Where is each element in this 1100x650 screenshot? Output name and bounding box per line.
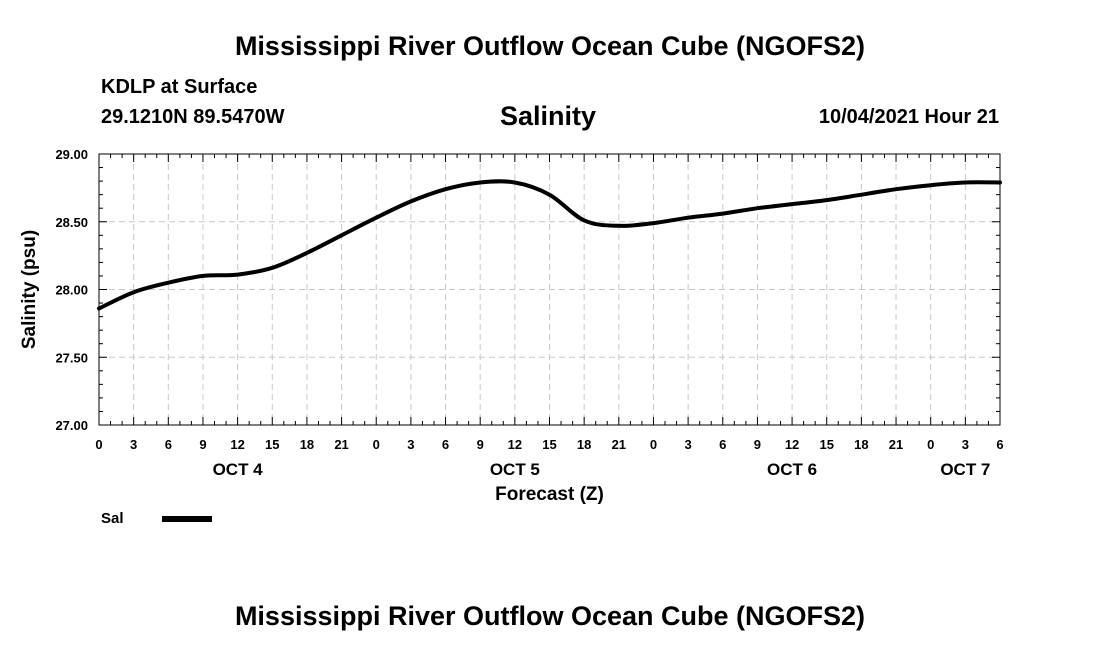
x-tick-label: 6 xyxy=(442,437,449,452)
x-tick-label: 6 xyxy=(719,437,726,452)
legend-label: Sal xyxy=(101,510,124,527)
x-tick-label: 3 xyxy=(130,437,137,452)
x-tick-label: 9 xyxy=(477,437,484,452)
datetime-label: 10/04/2021 Hour 21 xyxy=(818,106,999,128)
coordinates-label: 29.1210N 89.5470W xyxy=(101,106,285,128)
x-tick-label: 18 xyxy=(577,437,591,452)
x-tick-label: 3 xyxy=(962,437,969,452)
x-tick-label: 15 xyxy=(542,437,556,452)
x-tick-label: 6 xyxy=(165,437,172,452)
y-tick-label: 27.50 xyxy=(55,350,88,365)
station-label: KDLP at Surface xyxy=(101,76,258,98)
y-tick-label: 27.00 xyxy=(55,418,88,433)
day-label: OCT 7 xyxy=(940,460,990,479)
day-label: OCT 4 xyxy=(213,460,264,479)
x-tick-label: 0 xyxy=(95,437,102,452)
y-tick-label: 28.50 xyxy=(55,215,88,230)
x-tick-label: 18 xyxy=(854,437,868,452)
plot-frame xyxy=(98,153,1001,426)
x-tick-label: 15 xyxy=(265,437,279,452)
x-tick-label: 12 xyxy=(508,437,522,452)
x-axis-label: Forecast (Z) xyxy=(495,484,604,505)
footer-title: Mississippi River Outflow Ocean Cube (NG… xyxy=(234,601,866,631)
x-tick-label: 3 xyxy=(684,437,691,452)
x-tick-label: 21 xyxy=(889,437,903,452)
y-axis-label: Salinity (psu) xyxy=(19,230,40,349)
x-tick-label: 12 xyxy=(785,437,799,452)
y-tick-label: 29.00 xyxy=(55,147,88,162)
x-tick-label: 15 xyxy=(819,437,833,452)
x-tick-label: 12 xyxy=(230,437,244,452)
x-tick-label: 9 xyxy=(199,437,206,452)
chart-title: Salinity xyxy=(500,101,597,131)
legend-line-swatch xyxy=(162,516,212,522)
x-tick-label: 21 xyxy=(334,437,348,452)
x-tick-label: 6 xyxy=(996,437,1003,452)
x-tick-label: 3 xyxy=(407,437,414,452)
y-tick-label: 28.00 xyxy=(55,283,88,298)
day-label: OCT 5 xyxy=(490,460,540,479)
x-tick-label: 21 xyxy=(612,437,626,452)
x-tick-label: 0 xyxy=(373,437,380,452)
x-tick-label: 0 xyxy=(650,437,657,452)
x-tick-label: 18 xyxy=(300,437,314,452)
day-label: OCT 6 xyxy=(767,460,817,479)
x-tick-label: 9 xyxy=(754,437,761,452)
series-line-sal xyxy=(97,179,1002,311)
main-title: Mississippi River Outflow Ocean Cube (NG… xyxy=(234,31,866,61)
x-tick-label: 0 xyxy=(927,437,934,452)
